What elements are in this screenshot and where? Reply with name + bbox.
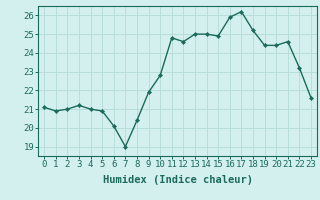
X-axis label: Humidex (Indice chaleur): Humidex (Indice chaleur) [103, 175, 252, 185]
